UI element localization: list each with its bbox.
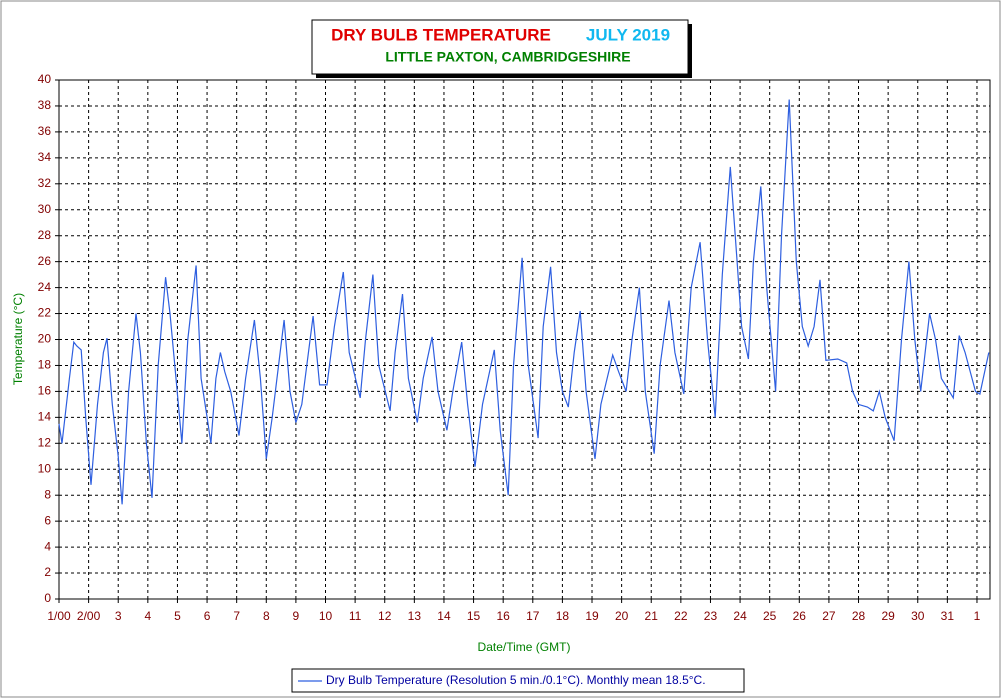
chart-title-period: JULY 2019: [586, 25, 670, 44]
x-tick-label: 14: [437, 609, 451, 623]
x-tick-label: 6: [204, 609, 211, 623]
chart-title: DRY BULB TEMPERATURE: [331, 25, 551, 44]
y-tick-label: 38: [38, 98, 52, 112]
y-tick-label: 22: [38, 306, 52, 320]
x-tick-label: 7: [233, 609, 240, 623]
x-tick-label: 3: [115, 609, 122, 623]
y-tick-label: 36: [38, 124, 52, 138]
y-tick-label: 8: [44, 487, 51, 501]
x-tick-label: 20: [615, 609, 629, 623]
legend-label: Dry Bulb Temperature (Resolution 5 min./…: [326, 673, 706, 687]
x-tick-label: 13: [408, 609, 422, 623]
x-tick-label: 27: [822, 609, 836, 623]
x-tick-label: 28: [852, 609, 866, 623]
y-tick-label: 12: [38, 435, 52, 449]
x-tick-label: 18: [556, 609, 570, 623]
x-tick-label: 1/00: [47, 609, 71, 623]
y-tick-label: 0: [44, 591, 51, 605]
data-line: [58, 99, 990, 505]
y-tick-label: 40: [38, 72, 52, 86]
y-tick-label: 28: [38, 228, 52, 242]
x-tick-label: 5: [174, 609, 181, 623]
y-tick-label: 4: [44, 539, 51, 553]
y-tick-label: 34: [38, 150, 52, 164]
y-tick-label: 14: [38, 410, 52, 424]
x-tick-label: 23: [704, 609, 718, 623]
x-tick-label: 21: [645, 609, 659, 623]
x-tick-label: 1: [974, 609, 981, 623]
plot-frame: [58, 79, 991, 600]
y-tick-label: 2: [44, 565, 51, 579]
chart-subtitle: LITTLE PAXTON, CAMBRIDGESHIRE: [385, 49, 630, 65]
title-box: [311, 19, 689, 75]
x-tick-label: 31: [941, 609, 955, 623]
y-tick-label: 20: [38, 332, 52, 346]
x-tick-label: 26: [793, 609, 807, 623]
x-tick-label: 12: [378, 609, 392, 623]
x-tick-label: 11: [349, 609, 362, 623]
x-tick-label: 4: [144, 609, 151, 623]
y-tick-label: 18: [38, 358, 52, 372]
x-tick-label: 9: [293, 609, 300, 623]
x-tick-label: 8: [263, 609, 270, 623]
y-tick-label: 24: [38, 280, 52, 294]
x-tick-label: 15: [467, 609, 481, 623]
y-tick-label: 26: [38, 254, 52, 268]
y-tick-label: 6: [44, 513, 51, 527]
x-tick-label: 2/00: [77, 609, 101, 623]
x-tick-label: 29: [881, 609, 895, 623]
x-tick-label: 16: [496, 609, 510, 623]
x-tick-label: 17: [526, 609, 540, 623]
legend-box: [291, 668, 745, 693]
x-tick-label: 25: [763, 609, 777, 623]
x-tick-label: 10: [319, 609, 333, 623]
y-tick-label: 10: [38, 461, 52, 475]
x-axis-label: Date/Time (GMT): [478, 640, 571, 654]
y-axis-label: Temperature (°C): [11, 293, 25, 385]
x-tick-label: 22: [674, 609, 688, 623]
x-tick-label: 24: [733, 609, 747, 623]
x-tick-label: 19: [585, 609, 599, 623]
x-tick-label: 30: [911, 609, 925, 623]
y-tick-label: 16: [38, 384, 52, 398]
y-tick-label: 30: [38, 202, 52, 216]
y-tick-label: 32: [38, 176, 52, 190]
